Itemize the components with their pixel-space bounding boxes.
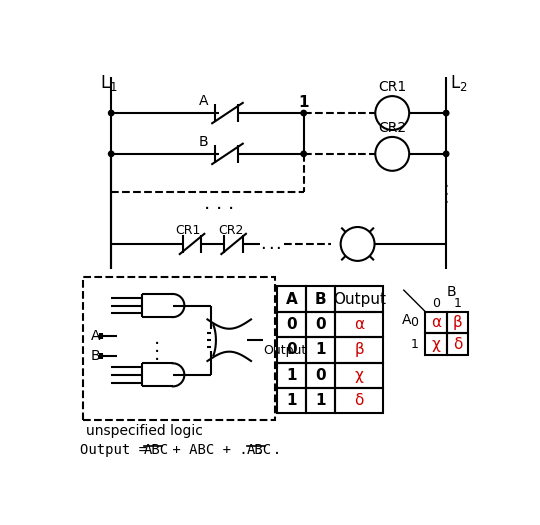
Text: .: . — [443, 173, 449, 191]
Text: .: . — [268, 235, 273, 253]
Bar — [426, 333, 447, 355]
Text: B: B — [447, 285, 456, 299]
Bar — [426, 312, 447, 333]
Bar — [277, 337, 306, 363]
Bar — [306, 388, 335, 413]
Text: CR2: CR2 — [378, 121, 406, 135]
Bar — [277, 388, 306, 413]
Text: 1: 1 — [454, 297, 462, 310]
Text: B: B — [90, 349, 100, 363]
Bar — [447, 333, 469, 355]
Text: .: . — [227, 194, 234, 213]
Text: ABC: ABC — [247, 443, 272, 457]
Bar — [306, 363, 335, 388]
Text: Output: Output — [263, 344, 306, 358]
Text: .: . — [154, 337, 160, 356]
Text: Output =: Output = — [80, 443, 156, 457]
Bar — [277, 363, 306, 388]
Text: .: . — [275, 235, 281, 253]
Bar — [83, 277, 275, 419]
Circle shape — [109, 151, 114, 156]
Text: 1: 1 — [286, 368, 296, 383]
Text: L$_1$: L$_1$ — [100, 73, 118, 93]
Bar — [306, 286, 335, 312]
Text: .: . — [443, 181, 449, 199]
Bar — [335, 363, 383, 388]
Text: .: . — [204, 194, 211, 213]
Text: CR1: CR1 — [378, 80, 407, 94]
Text: 0: 0 — [286, 342, 296, 358]
Circle shape — [301, 110, 306, 116]
Text: A: A — [90, 329, 100, 343]
Text: 1: 1 — [299, 95, 309, 110]
Text: δ: δ — [354, 393, 364, 408]
Text: ABC: ABC — [144, 443, 168, 457]
Text: 0: 0 — [410, 316, 418, 329]
Text: 1: 1 — [410, 338, 418, 351]
Bar — [306, 337, 335, 363]
Text: 0: 0 — [315, 317, 326, 332]
Circle shape — [443, 110, 449, 116]
Bar — [277, 312, 306, 337]
Bar — [335, 388, 383, 413]
Text: CR1: CR1 — [176, 224, 201, 237]
Text: χ: χ — [355, 368, 363, 383]
Text: β: β — [453, 315, 463, 330]
Text: B: B — [315, 291, 327, 307]
Text: α: α — [431, 315, 441, 330]
Bar — [335, 312, 383, 337]
Text: .: . — [260, 235, 266, 253]
Text: χ: χ — [431, 337, 441, 352]
Text: .: . — [154, 329, 160, 348]
Text: 0: 0 — [286, 317, 296, 332]
Text: β: β — [354, 342, 364, 358]
Bar — [335, 286, 383, 312]
Text: .: . — [443, 189, 449, 207]
Text: Output: Output — [333, 291, 386, 307]
Text: A: A — [286, 291, 297, 307]
Circle shape — [109, 110, 114, 116]
Text: 0: 0 — [432, 297, 440, 310]
Text: + ABC + . . .: + ABC + . . . — [164, 443, 289, 457]
Bar — [447, 312, 469, 333]
Bar — [335, 337, 383, 363]
Text: 1: 1 — [315, 393, 326, 408]
Bar — [277, 286, 306, 312]
Text: 1: 1 — [286, 393, 296, 408]
Text: A: A — [402, 313, 411, 327]
Text: L$_2$: L$_2$ — [450, 73, 468, 93]
Text: .: . — [216, 194, 222, 213]
Text: A: A — [199, 94, 208, 108]
Text: 1: 1 — [315, 342, 326, 358]
Text: .: . — [154, 344, 160, 363]
Circle shape — [443, 151, 449, 156]
Bar — [306, 312, 335, 337]
Text: α: α — [354, 317, 364, 332]
Text: 0: 0 — [315, 368, 326, 383]
Text: unspecified logic: unspecified logic — [86, 424, 202, 438]
Text: B: B — [199, 134, 208, 149]
Text: δ: δ — [453, 337, 462, 352]
Circle shape — [301, 151, 306, 156]
Text: CR2: CR2 — [218, 224, 243, 237]
